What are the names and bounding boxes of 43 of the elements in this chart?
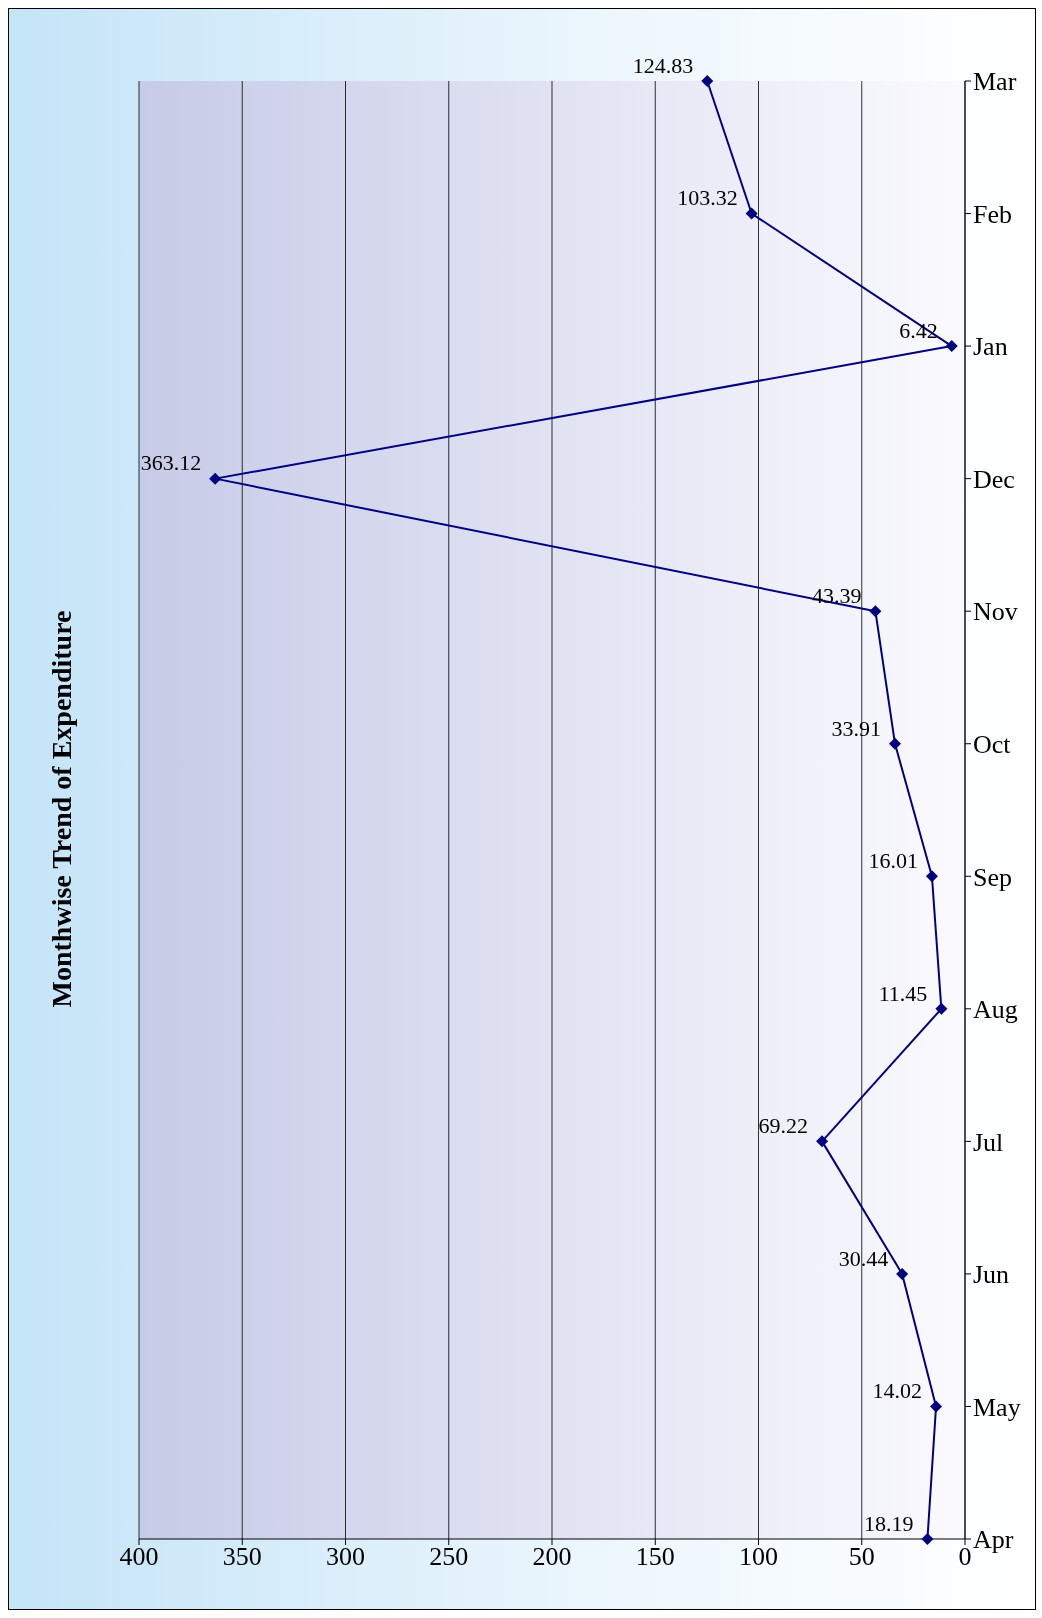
y-tick-label: Oct bbox=[973, 729, 1012, 759]
data-label: 103.32 bbox=[677, 185, 738, 211]
point bbox=[816, 1135, 829, 1148]
x-tick-label: 300 bbox=[326, 1542, 365, 1572]
point bbox=[869, 605, 882, 618]
point bbox=[701, 75, 714, 87]
point bbox=[209, 472, 222, 485]
data-label: 18.19 bbox=[863, 1510, 914, 1536]
x-tick-label: 400 bbox=[119, 1542, 159, 1572]
point bbox=[925, 870, 938, 883]
point bbox=[896, 1267, 909, 1280]
x-tick-label: 50 bbox=[848, 1542, 875, 1572]
y-tick-label: Mar bbox=[973, 67, 1017, 97]
y-tick-label: Sep bbox=[973, 862, 1012, 892]
y-tick-label: Jul bbox=[973, 1127, 1004, 1157]
y-tick-label: Jun bbox=[973, 1260, 1010, 1290]
data-label: 43.39 bbox=[811, 582, 862, 608]
y-tick-label: Dec bbox=[973, 464, 1015, 494]
data-label: 14.02 bbox=[872, 1378, 923, 1404]
x-tick-label: 200 bbox=[532, 1542, 572, 1572]
y-tick-label: Feb bbox=[973, 199, 1012, 229]
point bbox=[930, 1400, 943, 1413]
data-label: 363.12 bbox=[140, 450, 202, 476]
data-label: 16.01 bbox=[868, 848, 918, 874]
y-tick-label: Apr bbox=[973, 1525, 1014, 1555]
point bbox=[745, 207, 758, 220]
y-tick-label: Aug bbox=[973, 995, 1018, 1025]
y-tick-label: Nov bbox=[973, 597, 1018, 627]
x-tick-label: 250 bbox=[429, 1542, 469, 1572]
x-tick-label: 0 bbox=[958, 1542, 972, 1572]
x-tick-label: 150 bbox=[635, 1542, 675, 1572]
data-label: 124.83 bbox=[632, 52, 694, 78]
y-tick-label: May bbox=[973, 1392, 1021, 1422]
x-tick-label: 100 bbox=[739, 1542, 778, 1572]
text: Monthwise Trend of Expenditure bbox=[46, 610, 77, 1008]
point bbox=[945, 340, 958, 353]
point bbox=[921, 1533, 934, 1545]
point bbox=[935, 1002, 948, 1015]
y-tick-label: Jan bbox=[973, 332, 1008, 362]
data-label: 11.45 bbox=[878, 980, 928, 1006]
point bbox=[888, 737, 901, 750]
data-label: 69.22 bbox=[758, 1113, 809, 1139]
x-tick-label: 350 bbox=[222, 1542, 262, 1572]
